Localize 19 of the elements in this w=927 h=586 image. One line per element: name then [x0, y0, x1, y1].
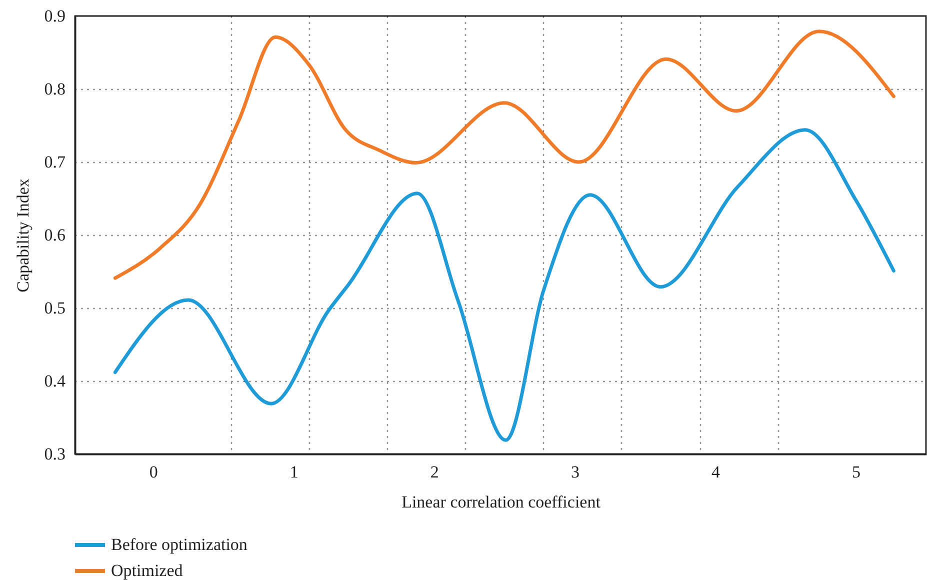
x-tick-label: 0: [149, 462, 158, 482]
line-series: [113, 128, 896, 442]
y-tick-label: 0.5: [44, 298, 66, 318]
y-tick-label: 0.4: [44, 372, 66, 390]
legend-label: Before optimization: [111, 535, 248, 554]
y-tick-label: 0.7: [44, 152, 66, 172]
x-tick-label: 3: [570, 462, 580, 482]
x-tick-label: 2: [430, 462, 439, 482]
y-tick-label: 0.9: [44, 6, 66, 26]
x-tick-label: 5: [852, 462, 860, 482]
y-tick-label: 0.8: [44, 80, 66, 98]
y-tick-label: 0.6: [44, 226, 66, 244]
x-axis-title: Linear correlation coefficient: [402, 492, 601, 512]
line-series: [113, 30, 896, 280]
y-tick-label: 0.3: [44, 444, 66, 464]
y-axis-title: Capability Index: [13, 178, 32, 292]
x-tick-label: 1: [290, 462, 298, 482]
legend-label: Optimized: [111, 561, 184, 580]
x-tick-label: 4: [711, 462, 720, 482]
